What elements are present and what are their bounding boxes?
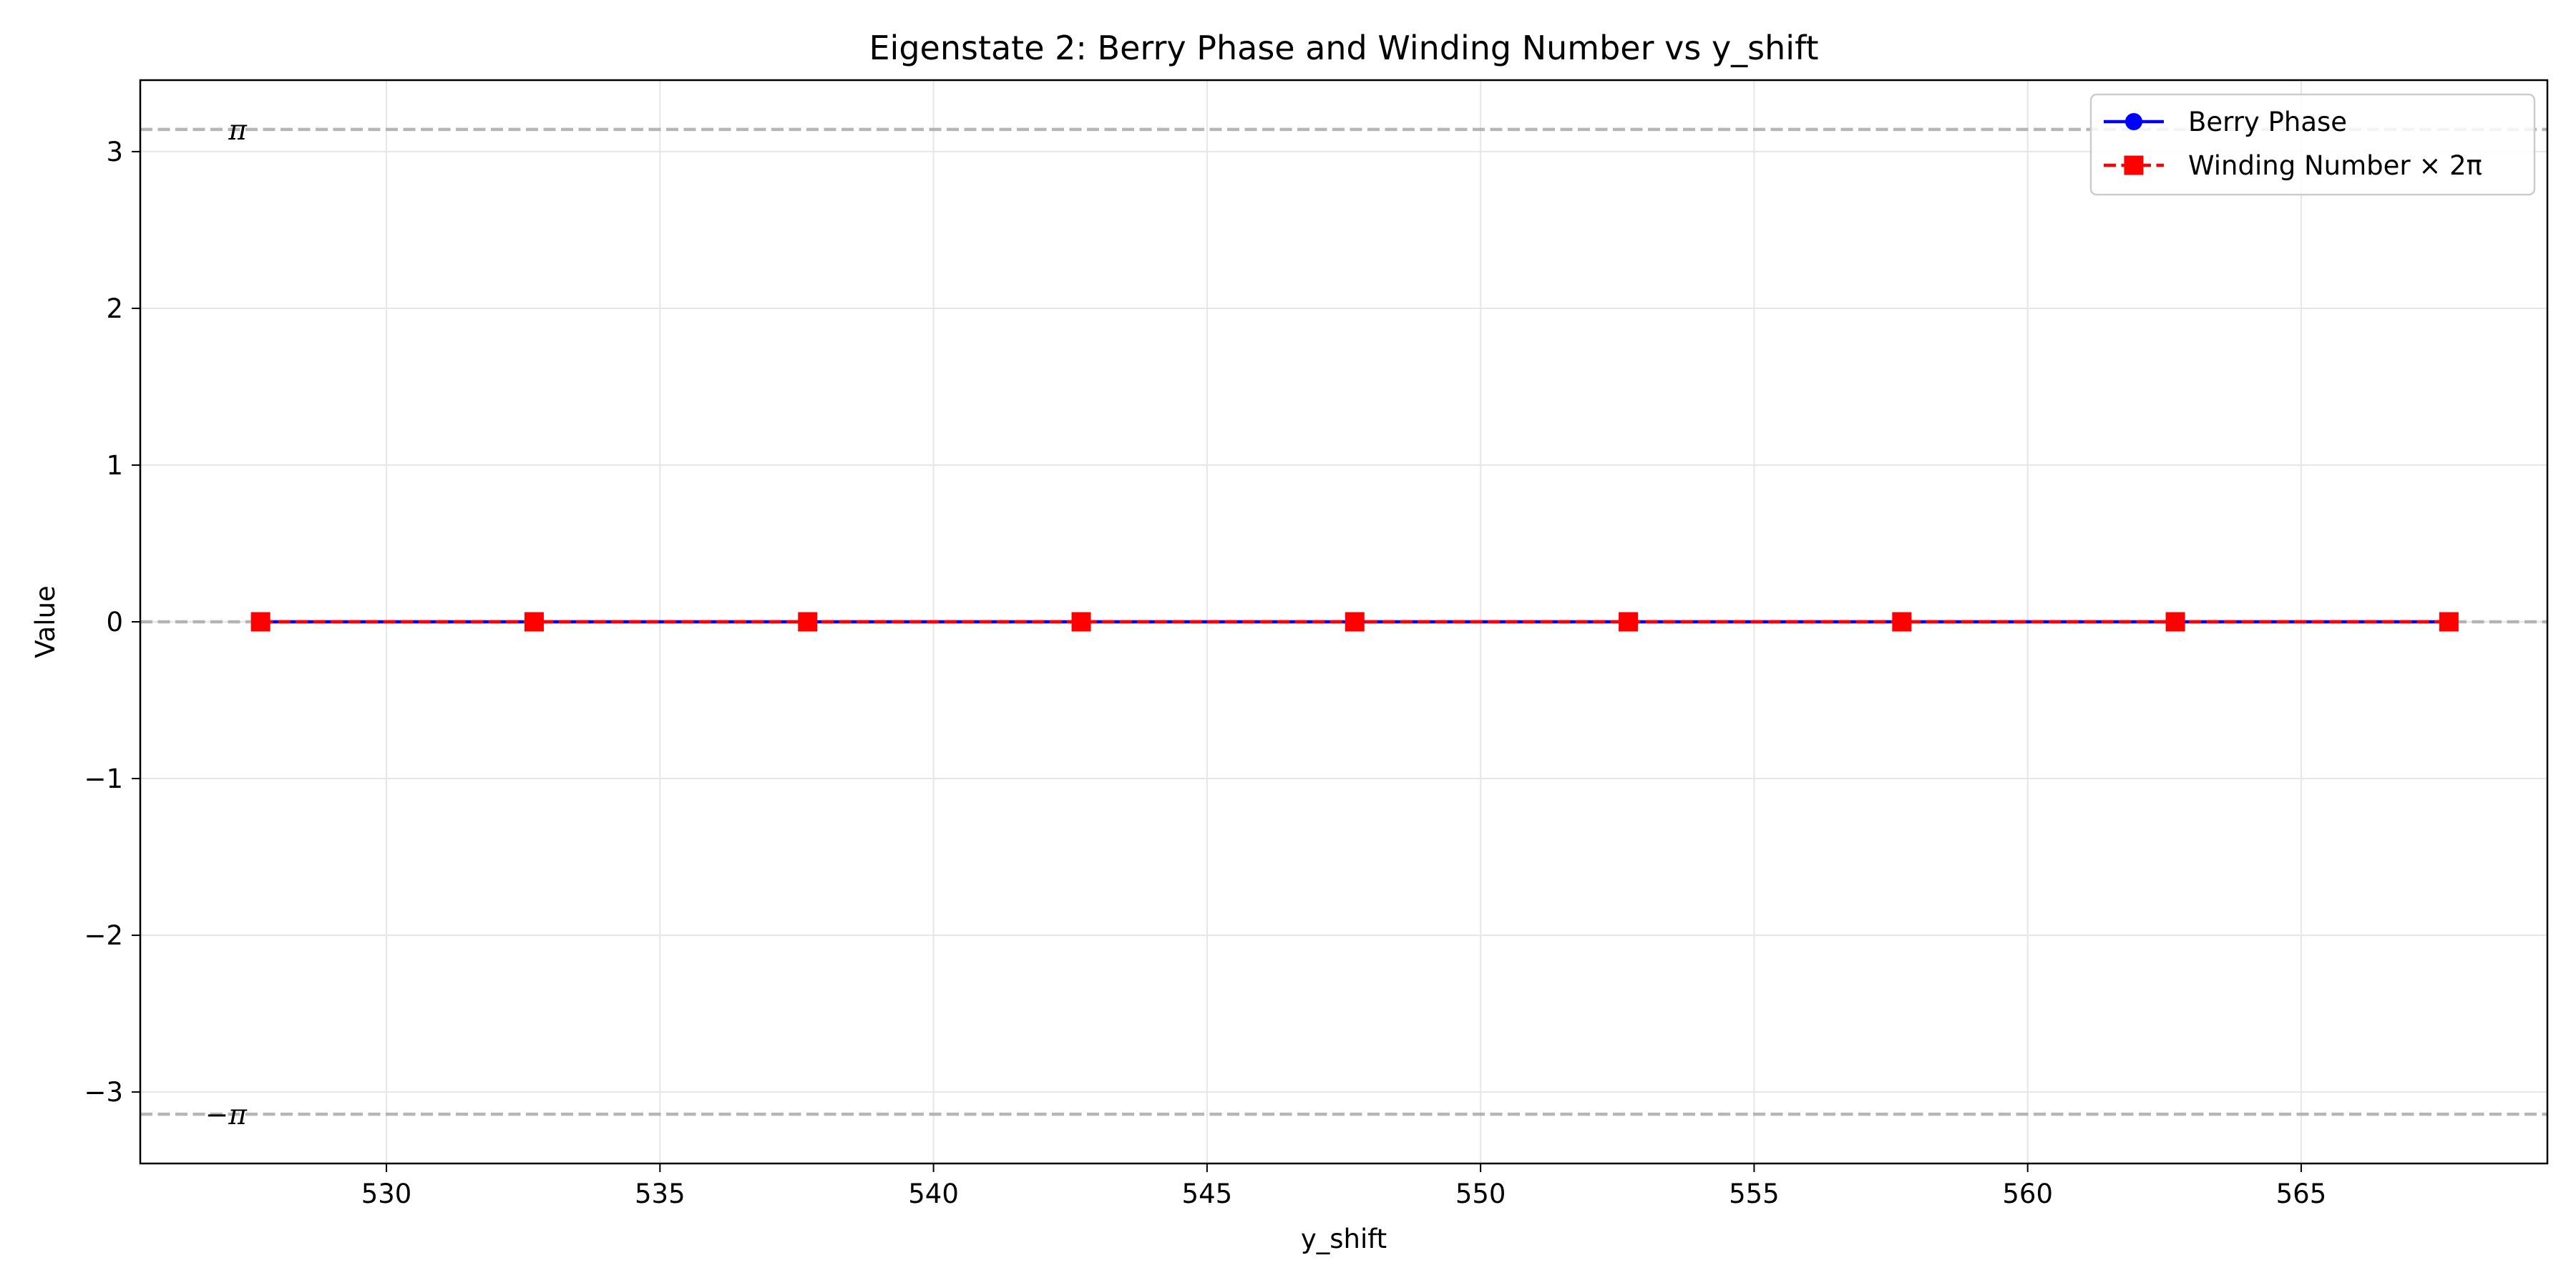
legend-box xyxy=(2089,93,2536,196)
y-tick-label: 3 xyxy=(106,137,123,167)
y-tick-label: −1 xyxy=(84,763,123,794)
data-point-winding-number xyxy=(798,612,818,632)
reference-line-label: π xyxy=(228,114,248,147)
x-tick-label: 545 xyxy=(1182,1179,1233,1209)
y-tick-label: 2 xyxy=(106,293,123,324)
y-tick-label: 1 xyxy=(106,450,123,481)
data-point-winding-number xyxy=(250,612,270,632)
x-tick-label: 565 xyxy=(2276,1179,2327,1209)
data-point-winding-number xyxy=(1071,612,1091,632)
x-tick-label: 540 xyxy=(908,1179,959,1209)
x-tick-label: 560 xyxy=(2002,1179,2053,1209)
y-tick-label: −2 xyxy=(84,920,123,951)
legend-label: Berry Phase xyxy=(2188,107,2347,137)
legend-marker xyxy=(2124,155,2144,175)
x-tick-label: 550 xyxy=(1455,1179,1506,1209)
data-point-winding-number xyxy=(1619,612,1639,632)
data-point-winding-number xyxy=(1345,612,1365,632)
x-tick-label: 530 xyxy=(361,1179,412,1209)
data-point-winding-number xyxy=(1892,612,1912,632)
legend-entry-winding-number: Winding Number × 2π xyxy=(2104,150,2482,181)
x-axis-label: y_shift xyxy=(1301,1224,1387,1254)
data-point-winding-number xyxy=(2439,612,2459,632)
x-tick-label: 535 xyxy=(635,1179,686,1209)
grid xyxy=(140,80,2547,1163)
ticks: 530 535 540 545 550 555 560 565 −3 −2 −1 0 1 2 3 xyxy=(84,137,2326,1209)
legend-label: Winding Number × 2π xyxy=(2188,150,2482,181)
chart-title: Eigenstate 2: Berry Phase and Winding Nu… xyxy=(869,29,1818,67)
series xyxy=(250,612,2459,632)
data-point-winding-number xyxy=(2165,612,2185,632)
legend-entry-berry-phase: Berry Phase xyxy=(2104,107,2347,137)
legend: Berry Phase Winding Number × 2π xyxy=(2089,93,2536,196)
y-tick-label: −3 xyxy=(84,1077,123,1108)
data-point-winding-number xyxy=(524,612,544,632)
legend-marker xyxy=(2125,113,2142,130)
x-tick-label: 555 xyxy=(1729,1179,1780,1209)
y-tick-label: 0 xyxy=(106,607,123,638)
reference-line-label: −π xyxy=(205,1099,248,1131)
y-axis-label: Value xyxy=(30,585,61,658)
